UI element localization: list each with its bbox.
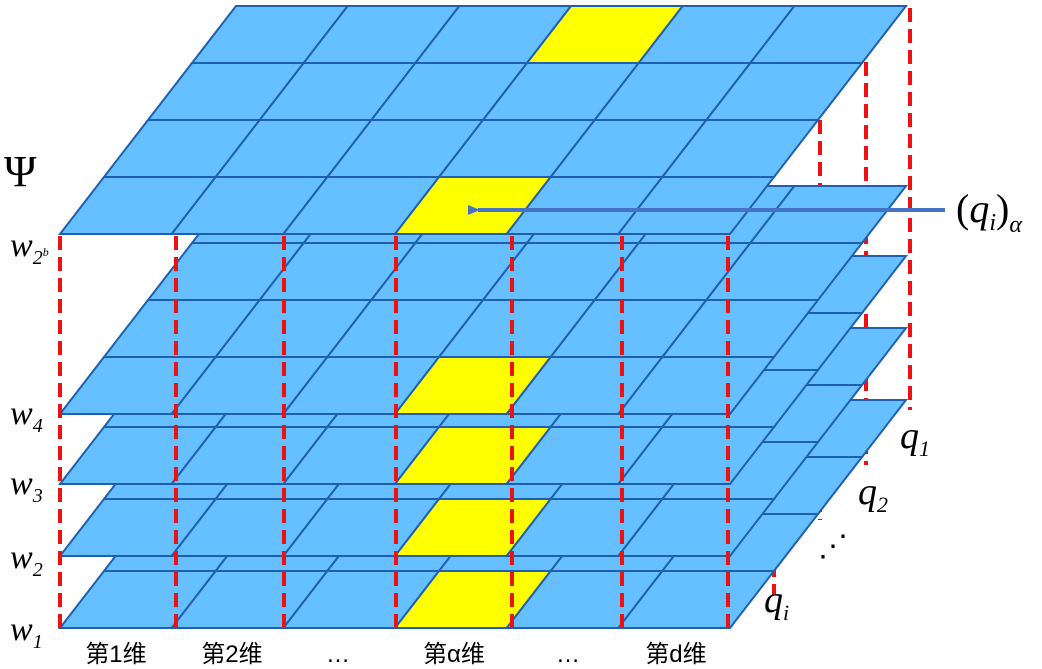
pointer-label-base: q	[969, 186, 989, 231]
front-dashed-lines	[58, 236, 730, 628]
q-ellipsis: ⋰	[818, 530, 848, 563]
dimension-label: …	[556, 641, 580, 668]
dimension-label: 第2维	[201, 641, 262, 668]
w-label: w1	[10, 611, 43, 653]
q-label: q1	[900, 415, 930, 461]
w-label: w2	[10, 539, 43, 581]
q-label: qi	[764, 579, 789, 625]
layer-stack	[57, 5, 909, 629]
dimension-label: …	[326, 641, 350, 668]
dimension-label: 第1维	[85, 641, 146, 668]
w-label: w2b	[10, 227, 49, 269]
pointer-label-sub: i	[989, 210, 996, 236]
q-label: q2	[858, 471, 888, 517]
w-label: w3	[10, 465, 43, 507]
dimension-label: 第α维	[423, 641, 485, 668]
grid-cell	[748, 5, 909, 64]
pointer-label-lparen: (	[956, 186, 969, 231]
q-labels: q1 q2 qi	[764, 415, 930, 625]
pointer-label-outer-sub: α	[1009, 212, 1022, 238]
psi-symbol: Ψ	[4, 147, 37, 196]
dimension-labels: 第1维 第2维 … 第α维 … 第d维	[85, 641, 706, 668]
grid-cell	[748, 185, 909, 244]
layer-5	[57, 5, 909, 235]
dimension-label: 第d维	[645, 641, 706, 668]
w-label: w4	[10, 395, 43, 437]
pointer-label-rparen: )	[996, 186, 1009, 231]
w-labels: w1 w2 w3 w4 w2b	[10, 227, 49, 653]
pointer-label: (qi)α	[956, 186, 1022, 238]
